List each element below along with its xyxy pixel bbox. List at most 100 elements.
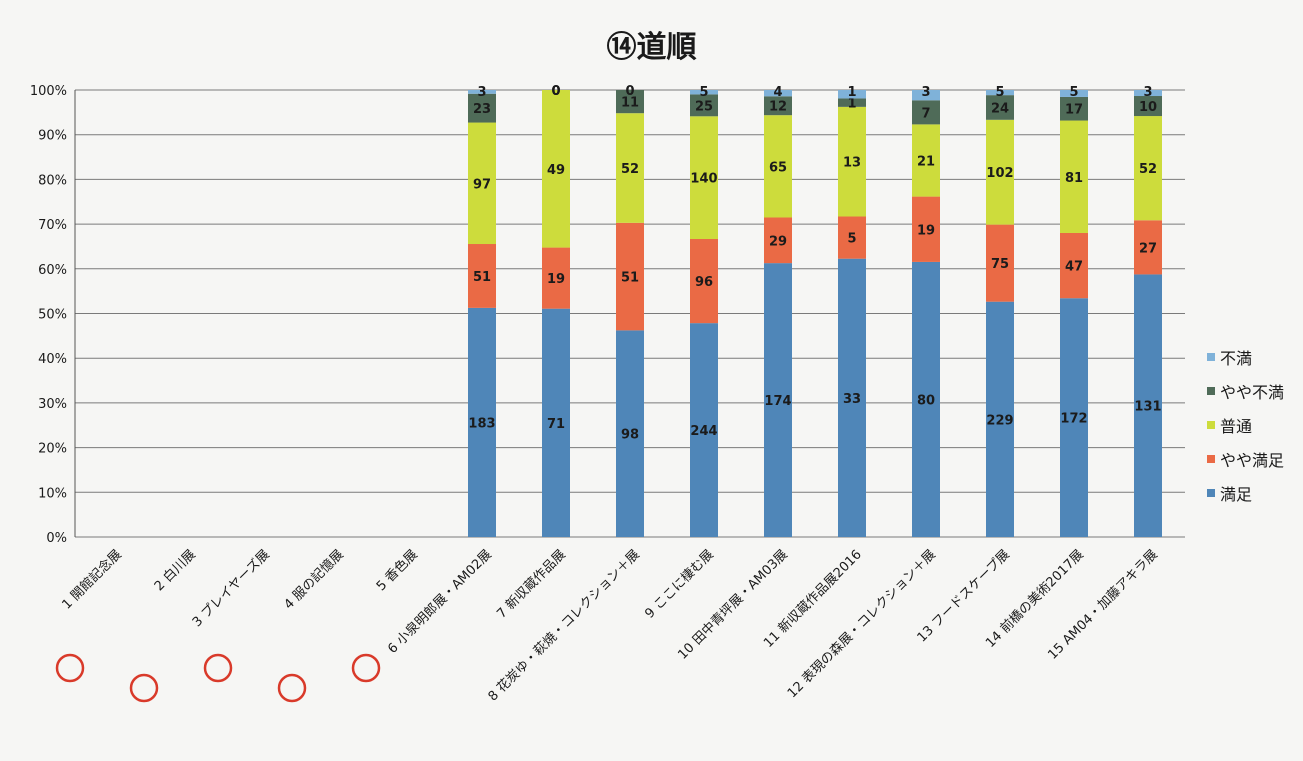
data-label: 140 <box>690 172 717 187</box>
data-label: 5 <box>699 85 708 100</box>
data-label: 98 <box>621 428 639 443</box>
data-label: 21 <box>917 154 935 169</box>
bar-segment <box>542 247 570 309</box>
x-tick-label: 1 開館記念展 <box>59 547 125 613</box>
y-tick-label: 90% <box>38 129 67 144</box>
bar-segment <box>764 90 792 97</box>
data-label: 51 <box>473 270 491 285</box>
bar-segment <box>986 95 1014 120</box>
data-label: 52 <box>1139 162 1157 177</box>
bar-segment <box>468 307 496 537</box>
legend-item-satisfied: 満足 <box>1207 476 1284 510</box>
bar-segment <box>1134 96 1162 117</box>
bar-segment <box>468 122 496 245</box>
bar-segment <box>1134 274 1162 537</box>
bar-segment <box>468 93 496 123</box>
x-tick-label: 2 白川展 <box>151 547 199 595</box>
bar-segment <box>986 301 1014 537</box>
x-tick-label: 5 香色展 <box>373 547 421 595</box>
data-label: 102 <box>986 166 1013 181</box>
data-label: 3 <box>921 85 930 100</box>
data-label: 11 <box>621 96 639 111</box>
data-label: 229 <box>986 413 1013 428</box>
bar-segment <box>616 90 644 114</box>
red-circle-mark <box>55 653 85 683</box>
data-label: 49 <box>547 163 565 178</box>
y-tick-label: 100% <box>30 84 67 99</box>
data-label: 5 <box>847 232 856 247</box>
bar-segment <box>1060 120 1088 233</box>
legend-label: やや満足 <box>1220 451 1285 470</box>
red-circle-mark <box>129 673 159 703</box>
data-label: 81 <box>1065 171 1083 186</box>
bar-segment <box>1060 90 1088 97</box>
legend-label: 不満 <box>1220 349 1253 368</box>
data-label: 47 <box>1065 260 1083 275</box>
data-label: 174 <box>764 394 791 409</box>
y-tick-label: 0% <box>46 531 67 546</box>
bar-segment <box>912 196 940 262</box>
data-label: 0 <box>551 84 560 99</box>
y-tick-label: 80% <box>38 173 67 188</box>
x-tick-label: 7 新収蔵作品展 <box>494 547 569 622</box>
bar-segment <box>1134 116 1162 221</box>
data-label: 27 <box>1139 241 1157 256</box>
bar-segment <box>764 115 792 218</box>
x-tick-label: 8 花炭ゆ・萩焼・コレクション＋展 <box>485 547 643 705</box>
data-label: 23 <box>473 102 491 117</box>
bar-segment <box>542 308 570 537</box>
bar-segment <box>764 263 792 537</box>
data-label: 131 <box>1134 400 1161 415</box>
data-label: 1 <box>847 85 856 100</box>
bar-segment <box>1060 96 1088 121</box>
bar-segment <box>690 90 718 95</box>
bar-segment <box>912 90 940 101</box>
data-label: 3 <box>477 85 486 100</box>
data-label: 97 <box>473 177 491 192</box>
y-tick-label: 70% <box>38 218 67 233</box>
legend-item-somewhat-satisfied: やや満足 <box>1207 442 1284 476</box>
data-label: 244 <box>690 424 717 439</box>
bar-segment <box>912 100 940 125</box>
bar-segment <box>468 244 496 308</box>
legend-label: 満足 <box>1220 485 1253 504</box>
data-label: 19 <box>917 223 935 238</box>
data-label: 1 <box>847 97 856 112</box>
data-label: 13 <box>843 156 861 171</box>
data-label: 33 <box>843 392 861 407</box>
bar-segment <box>690 323 718 537</box>
red-circle-mark <box>351 653 381 683</box>
red-circle-mark <box>277 673 307 703</box>
bar-segment <box>1134 90 1162 97</box>
legend-item-neutral: 普通 <box>1207 408 1284 442</box>
bar-segment <box>690 116 718 239</box>
y-tick-label: 20% <box>38 442 67 457</box>
chart-title: ⑭道順 <box>606 30 697 65</box>
data-label: 172 <box>1060 412 1087 427</box>
bar-segment <box>616 113 644 223</box>
bar-segment <box>616 330 644 537</box>
y-tick-label: 50% <box>38 308 67 323</box>
y-tick-label: 10% <box>38 486 67 501</box>
y-tick-label: 30% <box>38 397 67 412</box>
bar-segment <box>986 224 1014 302</box>
legend-swatch <box>1207 489 1215 497</box>
legend-swatch <box>1207 421 1215 429</box>
data-label: 19 <box>547 272 565 287</box>
legend-label: やや不満 <box>1220 383 1285 402</box>
bar-segment <box>690 94 718 117</box>
red-circle-mark <box>203 653 233 683</box>
data-label: 10 <box>1139 100 1157 115</box>
bar-segment <box>986 90 1014 96</box>
data-label: 75 <box>991 257 1009 272</box>
bar-segment <box>1060 232 1088 299</box>
data-label: 12 <box>769 100 787 115</box>
legend-label: 普通 <box>1220 417 1253 436</box>
bar-segment <box>764 96 792 116</box>
bar-segment <box>838 90 866 99</box>
data-label: 52 <box>621 162 639 177</box>
bar-segment <box>838 258 866 537</box>
legend-item-dissatisfied: 不満 <box>1207 340 1284 374</box>
bar-segment <box>838 106 866 217</box>
